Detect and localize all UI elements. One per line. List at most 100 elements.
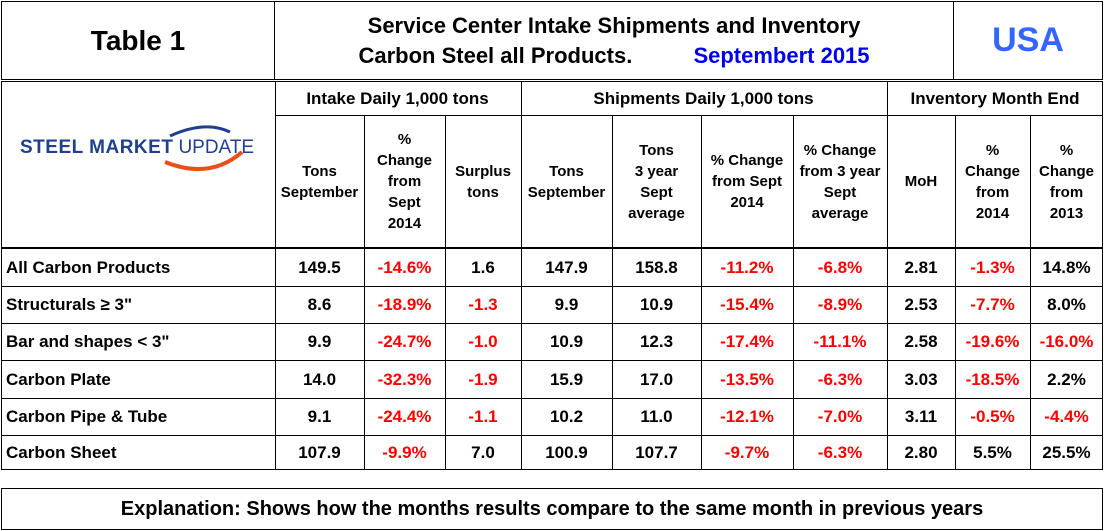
column-divider bbox=[793, 116, 794, 470]
column-header-line: 2014 bbox=[730, 194, 764, 211]
column-header-line: average bbox=[628, 204, 685, 222]
column-divider bbox=[612, 116, 613, 470]
table-cell: -24.4% bbox=[377, 407, 432, 426]
table-cell: -6.8% bbox=[817, 258, 863, 277]
table-cell: -1.0 bbox=[468, 332, 498, 351]
column-header-line: average bbox=[811, 204, 869, 222]
table-cell: 11.0 bbox=[640, 407, 673, 426]
column-header-line: Tons bbox=[302, 162, 337, 180]
row-label: Carbon Plate bbox=[6, 369, 111, 389]
column-divider bbox=[364, 116, 365, 470]
column-header: Surplus tons bbox=[445, 116, 521, 247]
column-header: % Change from Sept 2014 bbox=[701, 116, 793, 247]
table-cell: -7.0% bbox=[817, 407, 863, 426]
table-cell: -1.3 bbox=[468, 295, 498, 314]
table-cell: 2.2% bbox=[1047, 369, 1086, 389]
explanation-box bbox=[1, 488, 1103, 530]
column-divider bbox=[955, 116, 956, 470]
title-product: Carbon Steel all Products. bbox=[358, 43, 633, 68]
table-cell: -15.4% bbox=[720, 295, 774, 314]
column-header: MoH bbox=[887, 116, 955, 247]
column-header-line: Change bbox=[376, 152, 432, 169]
column-header-line: Sept bbox=[823, 183, 857, 201]
table-cell: 2.80 bbox=[904, 443, 938, 462]
table-cell: -11.1% bbox=[813, 332, 867, 351]
table-cell: 5.5% bbox=[973, 443, 1012, 462]
column-header-line: % bbox=[1059, 141, 1074, 159]
table-cell: 107.7 bbox=[635, 443, 678, 462]
table-cell: 8.0% bbox=[1047, 295, 1086, 314]
table-cell: 107.9 bbox=[298, 443, 341, 462]
table-cell: 9.9 bbox=[554, 295, 579, 314]
column-divider bbox=[521, 82, 522, 470]
table-cell: -32.3% bbox=[377, 369, 432, 389]
country-box bbox=[953, 1, 1103, 80]
table-cell: -9.9% bbox=[382, 443, 427, 462]
table-cell: 149.5 bbox=[298, 258, 341, 277]
column-header-line: % Change bbox=[710, 152, 784, 169]
column-header-line: from bbox=[1049, 183, 1084, 201]
table-cell: -18.9% bbox=[377, 295, 432, 314]
column-divider bbox=[275, 82, 276, 470]
row-label: Bar and shapes < 3" bbox=[6, 332, 170, 351]
table-cell: 3.03 bbox=[904, 369, 938, 389]
column-header-line: Tons bbox=[639, 141, 674, 159]
steel-market-update-logo: STEEL MARKET UPDATE bbox=[20, 118, 270, 178]
table-cell: -6.3% bbox=[817, 369, 863, 389]
row-divider bbox=[1, 286, 1103, 287]
column-header-line: 2014 bbox=[975, 204, 1010, 222]
column-header-line: Surplus bbox=[455, 162, 511, 180]
column-divider bbox=[701, 116, 702, 470]
column-header-line: % bbox=[985, 141, 1000, 159]
table-cell: -11.2% bbox=[720, 258, 774, 277]
table-cell: 2.53 bbox=[904, 295, 938, 314]
table-cell: -19.6% bbox=[965, 332, 1020, 351]
column-header-line: Tons bbox=[549, 162, 584, 180]
table-cell: -1.1 bbox=[468, 407, 498, 426]
column-header-line: from Sept bbox=[711, 173, 782, 190]
table-cell: 1.6 bbox=[471, 258, 495, 277]
column-header-line: from bbox=[387, 173, 422, 190]
column-header-line: Sept bbox=[640, 183, 673, 201]
table-cell: -0.5% bbox=[970, 407, 1015, 426]
table-cell: 7.0 bbox=[471, 443, 495, 462]
table-cell: 10.9 bbox=[549, 332, 584, 351]
column-header-line: Change bbox=[1038, 162, 1094, 180]
table-cell: -6.3% bbox=[817, 443, 863, 462]
column-header-line: % bbox=[397, 131, 412, 148]
title-line-1: Service Center Intake Shipments and Inve… bbox=[367, 13, 861, 38]
table-cell: 9.1 bbox=[307, 407, 332, 426]
table-cell: -13.5% bbox=[720, 369, 774, 389]
column-header-line: Sept bbox=[388, 194, 421, 211]
row-divider bbox=[1, 435, 1103, 436]
column-header: Tons 3 year Sept average bbox=[612, 116, 701, 247]
table-cell: -16.0% bbox=[1039, 332, 1094, 351]
column-header-line: 2013 bbox=[1049, 204, 1084, 222]
title-line-2: Carbon Steel all Products. Septembert 20… bbox=[358, 41, 869, 71]
data-table bbox=[1, 81, 1103, 470]
column-header-line: MoH bbox=[904, 173, 938, 190]
column-divider bbox=[1030, 116, 1031, 470]
column-header: % Change from 2014 bbox=[955, 116, 1030, 247]
table-cell: 12.3 bbox=[639, 332, 674, 351]
column-header-line: % Change bbox=[803, 141, 877, 159]
column-header-line: tons bbox=[467, 183, 499, 201]
table-cell: 14.8% bbox=[1042, 258, 1091, 277]
logo-swoosh-icon bbox=[164, 125, 244, 172]
table-cell: 2.58 bbox=[904, 332, 938, 351]
group-header-inventory: Inventory Month End bbox=[910, 88, 1080, 108]
column-divider bbox=[887, 82, 888, 470]
table-cell: 10.9 bbox=[639, 295, 674, 314]
column-divider bbox=[445, 116, 446, 470]
column-header: Tons September bbox=[521, 116, 612, 247]
table-cell: -4.4% bbox=[1044, 407, 1089, 426]
table-cell: 10.2 bbox=[549, 407, 584, 426]
row-divider bbox=[1, 398, 1103, 399]
logo-text-light: UPDATE bbox=[178, 137, 255, 158]
row-label: All Carbon Products bbox=[6, 258, 171, 277]
column-header-line: Change bbox=[964, 162, 1020, 180]
column-header-line: from 3 year bbox=[799, 162, 881, 180]
table-cell: -7.7% bbox=[970, 295, 1015, 314]
table-cell: -17.4% bbox=[720, 332, 774, 351]
table-cell: -18.5% bbox=[965, 369, 1020, 389]
